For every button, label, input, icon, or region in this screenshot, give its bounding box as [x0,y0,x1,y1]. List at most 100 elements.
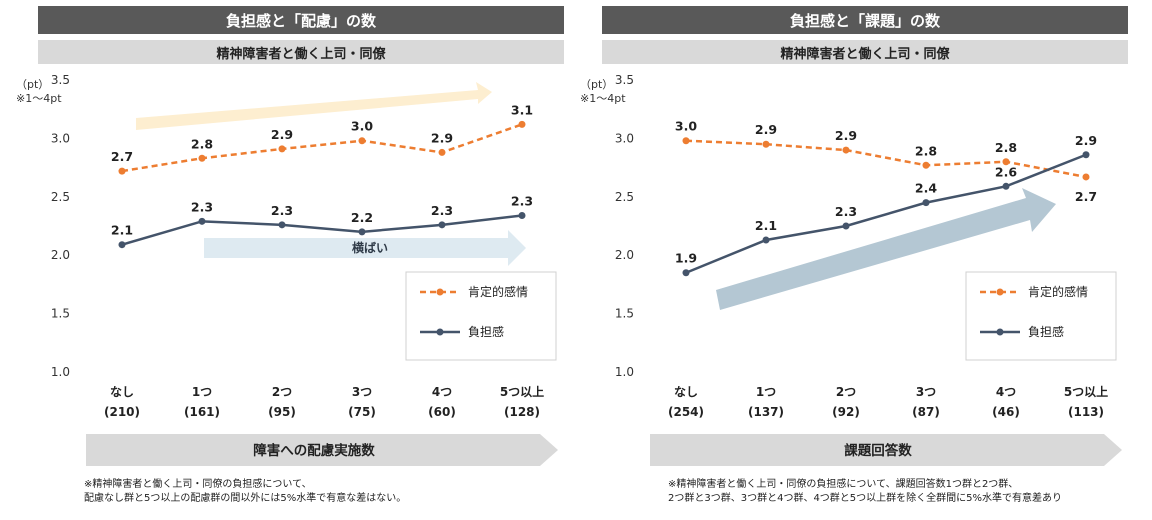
positive-series-line [121,123,523,173]
positive-point [518,120,526,128]
positive-series-line [685,139,1087,179]
x-count-label: (87) [912,405,940,419]
right-chart-panel: 負担感と「課題」の数 精神障害者と働く上司・同僚 （pt） ※1～4pt 1.0… [580,0,1134,520]
data-label: 2.1 [111,223,133,238]
line-chart: 1.0 1.5 2.0 2.5 3.0 3.5 3.0 2.9 2.9 2.8 2.8 2.7 1.9 2… [615,73,1122,466]
legend-swatch-point [996,288,1004,296]
data-label: 2.9 [431,130,453,145]
burden-point [278,221,286,229]
left-chart-panel: 負担感と「配慮」の数 精神障害者と働く上司・同僚 （pt） ※1～4pt 横ばい… [16,0,570,520]
y-tick-label: 3.0 [615,131,634,145]
annotation-flat-label: 横ばい [352,240,388,255]
x-count-label: (161) [184,405,220,419]
positive-point [922,161,930,169]
x-category-label: 4つ [432,385,452,399]
x-count-label: (46) [992,405,1020,419]
footnote-line-1: ※精神障害者と働く上司・同僚の負担感について、 [84,479,312,490]
x-axis-title: 障害への配慮実施数 [253,442,375,459]
positive-point [1002,158,1010,166]
x-category-label: 4つ [996,385,1016,399]
y-tick-label: 2.0 [615,248,634,262]
data-label: 2.3 [271,203,293,218]
x-count-label: (128) [504,405,540,419]
positive-point [762,140,770,148]
data-label: 2.7 [111,149,133,164]
x-count-label: (210) [104,405,140,419]
burden-point [762,236,770,244]
chart-subtitle: 精神障害者と働く上司・同僚 [38,40,564,64]
legend-label: 肯定的感情 [1028,284,1088,299]
x-category-label: 2つ [272,385,292,399]
x-count-label: (92) [832,405,860,419]
x-count-label: (95) [268,405,296,419]
y-tick-label: 1.5 [51,307,70,321]
positive-point [118,167,126,175]
footnote-line-2: 2つ群と3つ群、3つ群と4つ群、4つ群と5つ以上群を除く全群間に5%水準で有意差… [668,493,1063,504]
positive-point [842,146,850,154]
burden-point [1002,182,1010,190]
positive-point [358,137,366,145]
x-axis-arrow [86,434,558,466]
burden-point [118,241,126,249]
y-tick-label: 3.5 [51,73,70,87]
positive-point [682,137,690,145]
y-tick-label: 1.5 [615,307,634,321]
burden-point [1082,151,1090,159]
x-category-label: 1つ [192,385,212,399]
data-label: 2.3 [835,204,857,219]
legend-swatch-point [436,288,444,296]
x-category-label: 5つ以上 [1064,384,1108,399]
x-category-label: なし [110,385,134,399]
x-axis-title: 課題回答数 [844,442,912,459]
data-label: 3.0 [351,119,373,134]
x-count-label: (113) [1068,405,1104,419]
x-count-label: (137) [748,405,784,419]
positive-point [278,145,286,153]
data-label: 2.7 [1075,189,1097,204]
burden-point [438,221,446,229]
data-label: 2.6 [995,164,1017,179]
y-range-note: ※1～4pt [16,92,62,105]
x-category-label: 3つ [916,385,936,399]
y-tick-label: 2.0 [51,248,70,262]
x-category-label: 2つ [836,385,856,399]
chart-title: 負担感と「配慮」の数 [38,6,564,34]
legend-swatch-point [436,328,444,336]
y-tick-label: 2.5 [51,190,70,204]
burden-series-line [121,214,523,246]
x-count-label: (75) [348,405,376,419]
legend-label: 肯定的感情 [468,284,528,299]
trend-arrow-up [136,82,492,130]
x-category-label: 3つ [352,385,372,399]
data-label: 2.2 [351,210,373,225]
burden-point [198,217,206,225]
data-label: 2.9 [755,122,777,137]
legend-box [965,271,1117,361]
y-range-note: ※1～4pt [580,92,626,105]
positive-point [198,154,206,162]
burden-point [922,199,930,207]
footnote-line-2: 配慮なし群と5つ以上の配慮群の間以外には5%水準で有意な差はない。 [84,493,407,504]
positive-point [438,148,446,156]
data-label: 2.9 [1075,133,1097,148]
data-label: 2.8 [915,143,937,158]
data-label: 2.9 [835,128,857,143]
y-tick-label: 1.0 [51,365,70,379]
positive-point [1082,173,1090,181]
y-unit-label: （pt） [580,78,614,91]
trend-arrow-rise [716,188,1056,310]
chart-subtitle: 精神障害者と働く上司・同僚 [602,40,1128,64]
legend-swatch-point [996,328,1004,336]
y-unit-label: （pt） [16,78,50,91]
y-tick-label: 3.0 [51,131,70,145]
y-tick-label: 2.5 [615,190,634,204]
burden-point [358,228,366,236]
legend-label: 負担感 [468,324,504,339]
x-axis-arrow [650,434,1122,466]
data-label: 2.1 [755,218,777,233]
footnote-line-1: ※精神障害者と働く上司・同僚の負担感について、課題回答数1つ群と2つ群、 [668,479,1019,490]
data-label: 3.1 [511,102,533,117]
data-label: 3.0 [675,119,697,134]
data-label: 1.9 [675,251,697,266]
x-count-label: (254) [668,405,704,419]
